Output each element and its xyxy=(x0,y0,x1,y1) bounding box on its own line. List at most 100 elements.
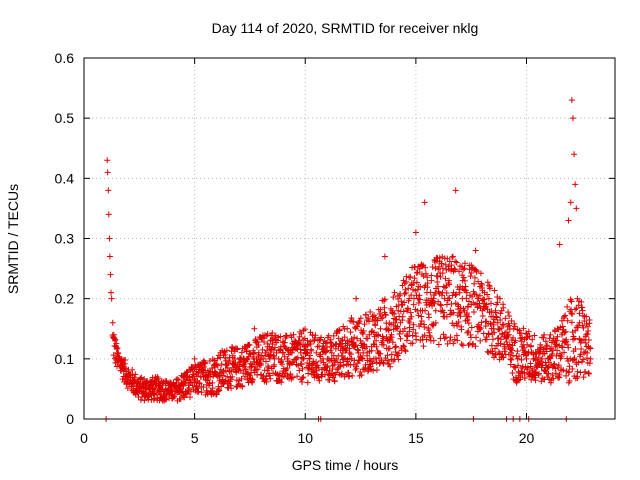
data-point xyxy=(401,290,408,297)
data-point xyxy=(460,266,467,273)
x-axis-label: GPS time / hours xyxy=(292,457,399,473)
data-point xyxy=(114,349,121,356)
data-point xyxy=(238,375,245,382)
data-point xyxy=(175,376,182,383)
data-point xyxy=(559,323,566,330)
data-point xyxy=(224,364,231,371)
data-point xyxy=(457,309,464,316)
data-point xyxy=(494,319,501,326)
data-point xyxy=(299,365,306,372)
data-point xyxy=(348,355,355,362)
data-point xyxy=(342,355,349,362)
grid xyxy=(84,58,615,419)
data-point xyxy=(223,347,230,354)
data-point xyxy=(472,247,479,254)
data-point xyxy=(242,343,249,350)
data-point xyxy=(402,348,409,355)
data-point xyxy=(382,312,389,319)
data-point xyxy=(423,336,430,343)
data-point xyxy=(271,361,278,368)
data-point xyxy=(182,379,189,386)
data-point xyxy=(552,370,559,377)
data-point xyxy=(246,364,253,371)
data-point xyxy=(235,367,242,374)
data-point xyxy=(467,331,474,338)
data-point xyxy=(206,380,213,387)
data-point xyxy=(324,344,331,351)
data-point xyxy=(508,349,515,356)
data-point xyxy=(425,326,432,333)
x-tick-label: 5 xyxy=(191,430,199,446)
data-point xyxy=(578,346,585,353)
data-point xyxy=(560,367,567,374)
data-point xyxy=(547,361,554,368)
data-point xyxy=(381,296,388,303)
data-point xyxy=(209,385,216,392)
data-point xyxy=(565,344,572,351)
data-point xyxy=(416,265,423,272)
data-point xyxy=(198,367,205,374)
data-point xyxy=(568,319,575,326)
data-point xyxy=(400,342,407,349)
data-point xyxy=(249,361,256,368)
data-point xyxy=(326,367,333,374)
data-point xyxy=(313,349,320,356)
data-point xyxy=(134,382,141,389)
y-tick-label: 0.2 xyxy=(55,291,75,307)
data-point xyxy=(567,199,574,206)
data-point xyxy=(249,376,256,383)
data-point xyxy=(290,331,297,338)
data-point xyxy=(518,338,525,345)
data-point xyxy=(234,346,241,353)
data-point xyxy=(214,355,221,362)
data-point xyxy=(469,293,476,300)
data-point xyxy=(202,376,209,383)
data-point xyxy=(361,343,368,350)
data-point xyxy=(374,317,381,324)
data-point xyxy=(341,334,348,341)
data-point xyxy=(359,331,366,338)
data-point xyxy=(353,295,360,302)
data-point xyxy=(417,337,424,344)
data-point xyxy=(355,349,362,356)
data-point xyxy=(496,295,503,302)
data-point xyxy=(408,292,415,299)
data-point xyxy=(401,280,408,287)
data-point xyxy=(354,323,361,330)
data-point xyxy=(391,310,398,317)
data-point xyxy=(500,321,507,328)
data-point xyxy=(576,319,583,326)
data-point xyxy=(253,355,260,362)
data-point xyxy=(505,309,512,316)
data-point xyxy=(359,355,366,362)
data-point xyxy=(468,301,475,308)
data-point xyxy=(432,319,439,326)
data-point xyxy=(464,317,471,324)
data-point xyxy=(485,331,492,338)
data-point xyxy=(294,373,301,380)
data-point xyxy=(104,169,111,176)
data-point xyxy=(491,287,498,294)
data-point xyxy=(369,360,376,367)
data-point xyxy=(507,356,514,363)
data-point xyxy=(556,241,563,248)
data-point xyxy=(196,379,203,386)
data-point xyxy=(576,310,583,317)
data-point xyxy=(446,277,453,284)
data-point xyxy=(566,377,573,384)
data-point xyxy=(412,264,419,271)
data-point xyxy=(477,270,484,277)
data-point xyxy=(240,361,247,368)
data-point xyxy=(358,355,365,362)
data-point xyxy=(358,371,365,378)
data-point xyxy=(447,334,454,341)
data-point xyxy=(461,277,468,284)
data-point xyxy=(331,361,338,368)
data-point xyxy=(113,343,120,350)
data-point xyxy=(308,361,315,368)
data-point xyxy=(508,356,515,363)
data-point xyxy=(491,329,498,336)
data-point xyxy=(568,310,575,317)
data-point xyxy=(478,319,485,326)
data-point xyxy=(544,342,551,349)
